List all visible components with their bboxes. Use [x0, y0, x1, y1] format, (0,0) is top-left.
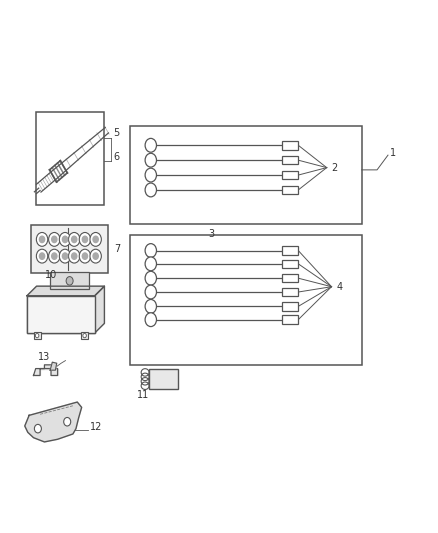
Polygon shape [25, 402, 81, 442]
Bar [35, 112, 103, 205]
Bar [281, 316, 297, 324]
Circle shape [66, 277, 73, 285]
Bar [281, 141, 297, 150]
Circle shape [71, 236, 77, 243]
Bar [81, 332, 88, 340]
Circle shape [59, 249, 71, 263]
Circle shape [90, 232, 101, 246]
Text: 2: 2 [330, 163, 336, 173]
Circle shape [39, 253, 45, 260]
Bar [34, 332, 41, 340]
Circle shape [36, 249, 48, 263]
Bar [130, 235, 361, 365]
Circle shape [52, 253, 57, 260]
Circle shape [145, 313, 156, 327]
Polygon shape [33, 365, 57, 375]
Bar [281, 171, 297, 179]
Circle shape [79, 232, 90, 246]
Bar [31, 225, 108, 273]
Text: 13: 13 [38, 352, 50, 361]
Text: 6: 6 [113, 152, 120, 162]
Bar [281, 156, 297, 165]
Circle shape [83, 334, 86, 338]
Bar [281, 302, 297, 311]
Bar [130, 126, 361, 224]
Polygon shape [95, 286, 104, 333]
Circle shape [71, 253, 77, 260]
Circle shape [62, 236, 67, 243]
Circle shape [82, 253, 87, 260]
Circle shape [36, 232, 48, 246]
Circle shape [90, 249, 101, 263]
Circle shape [93, 253, 98, 260]
Circle shape [49, 232, 60, 246]
Text: 4: 4 [336, 282, 342, 292]
Circle shape [79, 249, 90, 263]
Circle shape [34, 424, 41, 433]
Circle shape [82, 236, 87, 243]
Circle shape [145, 154, 156, 167]
Bar [281, 246, 297, 255]
Text: 1: 1 [389, 148, 396, 158]
Circle shape [145, 300, 156, 313]
Bar [27, 296, 95, 333]
Bar [281, 260, 297, 268]
Bar [50, 272, 88, 289]
Circle shape [145, 139, 156, 152]
Circle shape [145, 285, 156, 299]
Circle shape [62, 253, 67, 260]
Bar [281, 274, 297, 282]
Bar [281, 288, 297, 296]
Text: 10: 10 [45, 270, 57, 280]
Circle shape [145, 183, 156, 197]
Circle shape [52, 236, 57, 243]
Circle shape [145, 257, 156, 271]
Circle shape [64, 417, 71, 426]
Text: 12: 12 [90, 422, 102, 432]
Text: 11: 11 [137, 390, 149, 400]
Circle shape [68, 232, 80, 246]
Circle shape [39, 236, 45, 243]
Bar [27, 296, 95, 333]
Circle shape [145, 271, 156, 285]
Circle shape [35, 334, 39, 338]
Circle shape [93, 236, 98, 243]
Polygon shape [50, 362, 57, 370]
Text: 3: 3 [208, 229, 214, 239]
Bar [281, 185, 297, 194]
Text: 7: 7 [114, 244, 120, 254]
Circle shape [49, 249, 60, 263]
Polygon shape [27, 286, 104, 296]
Circle shape [145, 168, 156, 182]
Circle shape [145, 244, 156, 257]
Bar [149, 368, 177, 389]
Circle shape [59, 232, 71, 246]
Circle shape [68, 249, 80, 263]
Text: 5: 5 [113, 128, 120, 138]
